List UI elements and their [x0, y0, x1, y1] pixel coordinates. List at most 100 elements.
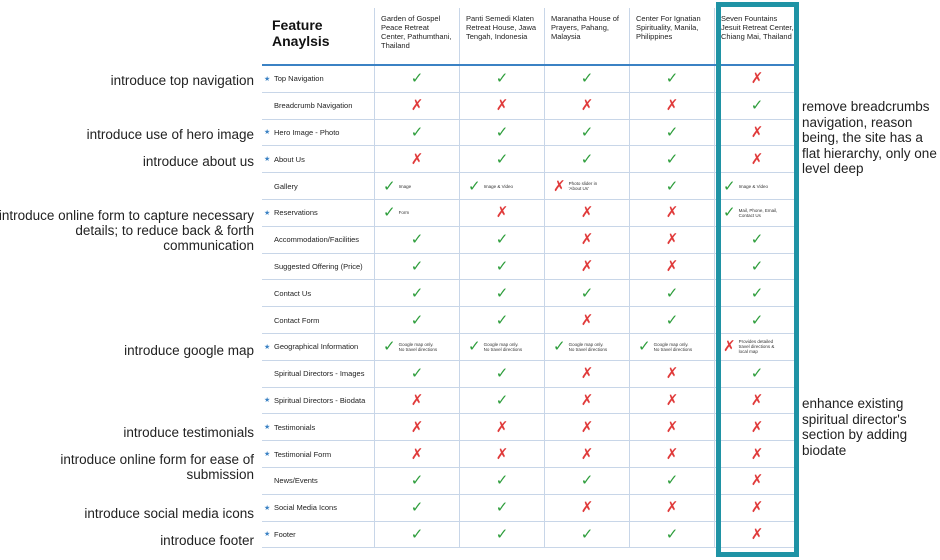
star-icon: ★: [264, 343, 271, 351]
note-remove-breadcrumbs: remove breadcrumbs navigation, reason be…: [802, 99, 937, 176]
cross-icon: ✗: [665, 417, 679, 436]
table-row: Breadcrumb Navigation ✗ ✗ ✗ ✗ ✓: [262, 92, 797, 120]
cell-note: Image: [398, 183, 412, 189]
check-icon: ✓: [495, 283, 509, 302]
note-testimonial-form: introduce online form for ease of submis…: [60, 452, 254, 482]
status-cell: ✓: [544, 146, 629, 173]
cross-icon: ✗: [750, 524, 764, 543]
feature-cell: ★ Social Media Icons: [262, 495, 374, 521]
feature-label: Testimonials: [274, 422, 316, 432]
cross-icon: ✗: [580, 498, 594, 517]
status-cell: ✗: [544, 441, 629, 467]
cross-icon: ✗: [665, 230, 679, 249]
check-icon: ✓: [580, 149, 594, 168]
status-cell: ✗: [459, 199, 544, 226]
status-cell: ✗: [374, 387, 459, 414]
check-icon: ✓: [410, 471, 424, 490]
check-icon: ✓: [495, 390, 509, 409]
check-icon: ✓: [495, 122, 509, 141]
status-cell: ✓: [374, 280, 459, 307]
feature-analysis-table: Feature Anaylsis Garden of Gospel Peace …: [262, 8, 799, 549]
feature-label: Testimonial Form: [274, 449, 332, 459]
status-cell: ✗: [459, 441, 544, 467]
status-cell: ✓ Google map only. No travel directions: [459, 333, 544, 360]
table-row: Gallery ✓ Image ✓ Image & Video ✗ Photo slider…: [262, 173, 797, 200]
status-cell: ✓: [629, 173, 714, 199]
cross-icon: ✗: [580, 203, 594, 222]
table-row: ★ Top Navigation ✓ ✓ ✓ ✓ ✗: [262, 66, 797, 93]
status-cell: ✗: [544, 307, 629, 333]
cross-icon: ✗: [495, 96, 509, 115]
cross-icon: ✗: [665, 444, 679, 463]
status-cell: ✗: [714, 467, 799, 494]
status-cell: ✓: [374, 360, 459, 387]
star-icon: ★: [264, 129, 271, 137]
status-cell: ✓: [459, 307, 544, 333]
feature-label: Spiritual Directors - Biodata: [274, 395, 366, 405]
star-icon: ★: [264, 75, 271, 83]
feature-cell: Gallery: [262, 173, 374, 199]
status-cell: ✓: [374, 307, 459, 333]
status-cell: ✓: [459, 494, 544, 521]
check-icon: ✓: [468, 176, 481, 195]
note-testimonials: introduce testimonials: [123, 425, 254, 440]
check-icon: ✓: [495, 149, 509, 168]
feature-label: Accommodation/Facilities: [274, 235, 360, 245]
cell-note: Google map only. No travel directions: [568, 341, 608, 352]
check-icon: ✓: [750, 230, 764, 249]
cross-icon: ✗: [750, 390, 764, 409]
feature-cell: ★ Testimonial Form: [262, 441, 374, 467]
check-icon: ✓: [410, 283, 424, 302]
status-cell: ✓: [459, 146, 544, 173]
status-cell: ✓: [544, 119, 629, 146]
cross-icon: ✗: [580, 417, 594, 436]
status-cell: ✗: [629, 226, 714, 253]
status-cell: ✓: [459, 226, 544, 253]
status-cell: ✗: [544, 494, 629, 521]
check-icon: ✓: [750, 310, 764, 329]
left-annotations: introduce top navigation introduce use o…: [0, 0, 256, 560]
check-icon: ✓: [665, 283, 679, 302]
feature-cell: ★ Top Navigation: [262, 66, 374, 92]
status-cell: ✓: [629, 119, 714, 146]
note-top-navigation: introduce top navigation: [110, 73, 254, 88]
check-icon: ✓: [410, 364, 424, 383]
check-icon: ✓: [553, 337, 566, 356]
status-cell: ✗ Photo slider in 'About Us': [544, 173, 629, 199]
cell-note: Photo slider in 'About Us': [568, 181, 598, 192]
status-cell: ✗: [714, 66, 799, 92]
feature-cell: Contact Us: [262, 280, 374, 306]
note-about-us: introduce about us: [142, 154, 254, 169]
check-icon: ✓: [410, 498, 424, 517]
check-icon: ✓: [383, 337, 396, 356]
status-cell: ✗: [629, 92, 714, 119]
cross-icon: ✗: [665, 498, 679, 517]
check-icon: ✓: [495, 498, 509, 517]
cell-note: Image & Video: [738, 183, 769, 189]
check-icon: ✓: [468, 337, 481, 356]
status-cell: ✓: [374, 467, 459, 494]
status-cell: ✗: [374, 92, 459, 119]
status-cell: ✗: [629, 441, 714, 467]
cell-note: Google map only. No travel directions: [398, 341, 438, 352]
star-icon: ★: [264, 451, 271, 459]
cross-icon: ✗: [580, 444, 594, 463]
cell-note: Google map only. No travel directions: [653, 341, 693, 352]
status-cell: ✓: [459, 280, 544, 307]
status-cell: ✗: [544, 387, 629, 414]
star-icon: ★: [264, 531, 271, 539]
feature-label: News/Events: [274, 476, 318, 486]
note-footer: introduce footer: [160, 533, 254, 548]
feature-label: Top Navigation: [274, 74, 324, 84]
table-row: ★ Testimonials ✗ ✗ ✗ ✗ ✗: [262, 414, 797, 442]
check-icon: ✓: [580, 69, 594, 88]
status-cell: ✓: [374, 226, 459, 253]
check-icon: ✓: [383, 203, 396, 222]
cross-icon: ✗: [665, 96, 679, 115]
status-cell: ✓: [714, 253, 799, 280]
check-icon: ✓: [723, 176, 736, 195]
check-icon: ✓: [495, 364, 509, 383]
site-header: Seven Fountains Jesuit Retreat Center, C…: [714, 8, 799, 64]
cross-icon: ✗: [750, 417, 764, 436]
note-enhance-directors: enhance existing spiritual director's se…: [802, 396, 908, 458]
